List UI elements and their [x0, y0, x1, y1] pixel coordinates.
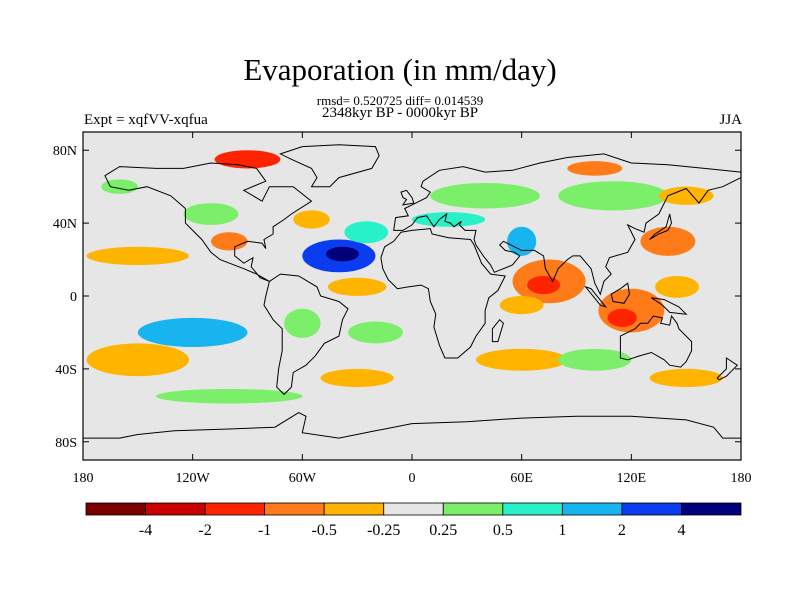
coastline-japan	[649, 213, 673, 240]
anomaly-region-6	[527, 275, 561, 295]
anomaly-region-28	[320, 368, 394, 388]
anomaly-region-19	[214, 150, 281, 169]
anomaly-region-23	[183, 203, 239, 225]
coastline-eurasia	[393, 153, 741, 296]
anomaly-region-27	[348, 321, 403, 344]
colorbar-swatch-5	[383, 502, 444, 516]
colorbar-swatch-10	[681, 502, 742, 516]
anomaly-region-12	[86, 246, 190, 266]
anomaly-region-2	[344, 221, 389, 244]
chart-title: Evaporation (in mm/day)	[243, 52, 557, 87]
anomaly-region-18	[558, 348, 632, 371]
y-tick-label: 80N	[53, 144, 77, 159]
anomaly-region-8	[598, 288, 665, 333]
x-tick-label: 120W	[176, 471, 211, 486]
anomaly-region-4	[327, 277, 387, 296]
anomaly-region-17	[649, 368, 723, 388]
period-line: 2348kyr BP - 0000kyr BP	[321, 105, 479, 121]
stats-line: rmsd= 0.520725 diff= 0.014539	[316, 93, 484, 108]
colorbar-label: -2	[198, 522, 211, 539]
y-tick-label: 40N	[53, 217, 77, 232]
anomaly-region-24	[210, 232, 248, 251]
colorbar-label: 1	[558, 522, 566, 539]
anomaly-region-13	[137, 317, 248, 348]
coastline-south-america	[263, 273, 349, 396]
coastline-africa	[380, 228, 506, 359]
anomaly-region-3	[293, 210, 330, 229]
colorbar-label: -0.5	[312, 522, 337, 539]
x-tick-label: 60W	[289, 471, 317, 486]
colorbar-label: 4	[677, 522, 685, 539]
colorbar-label: 2	[618, 522, 626, 539]
anomaly-region-20	[507, 226, 537, 256]
coastline-sumatra	[584, 285, 608, 308]
anomaly-region-10	[640, 226, 696, 256]
coastlines	[83, 144, 741, 439]
coastline-greenland	[279, 144, 380, 188]
colorbar-swatch-9	[621, 502, 682, 516]
colorbar: -4 -2 -1 -0.5 -0.25 0.25 0.5 1 2 4	[85, 502, 742, 539]
colorbar-swatch-3	[264, 502, 325, 516]
colorbar-label: 0.25	[429, 522, 457, 539]
experiment-label: Expt = xqfVV-xqfua	[84, 112, 208, 128]
coastline-madagascar	[491, 318, 504, 343]
coastline-great-britain	[400, 189, 415, 206]
anomaly-region-25	[101, 179, 138, 194]
colorbar-label: -0.25	[367, 522, 400, 539]
x-tick-label: 60E	[510, 471, 533, 486]
anomaly-region-26	[412, 212, 486, 227]
colorbar-swatch-4	[323, 502, 385, 516]
anomaly-region-9	[607, 308, 637, 327]
y-tick-label: 40S	[55, 363, 77, 378]
x-tick-label: 180	[731, 471, 752, 486]
x-tick-label: 120E	[617, 471, 647, 486]
x-tick-label: 180	[73, 471, 94, 486]
map-plot-area	[83, 132, 741, 460]
colorbar-swatch-2	[204, 502, 266, 516]
y-tick-label: 0	[70, 290, 77, 305]
anomaly-region-15	[156, 388, 303, 404]
colorbar-swatch-1	[145, 502, 206, 516]
coastline-north-america	[104, 162, 313, 282]
colorbar-swatch-0	[85, 502, 146, 516]
axes: 80N 40N 0 40S 80S 180 120W 60W 0 60E 120E 180	[53, 132, 752, 486]
anomaly-region-16	[475, 348, 568, 371]
coastline-australia	[619, 314, 693, 368]
x-tick-label: 0	[409, 471, 416, 486]
anomaly-region-1	[326, 246, 359, 262]
colorbar-swatch-7	[502, 502, 563, 516]
colorbar-swatch-6	[442, 502, 504, 516]
coastline-new-zealand	[716, 357, 739, 381]
anomaly-region-31	[658, 186, 714, 205]
anomaly-region-14	[86, 343, 190, 377]
anomaly-region-21	[430, 183, 540, 209]
colorbar-label: -1	[258, 522, 271, 539]
colorbar-label: -4	[139, 522, 152, 539]
anomaly-region-11	[655, 275, 699, 298]
y-tick-label: 80S	[55, 436, 77, 451]
coastline-antarctica	[83, 412, 741, 439]
season-label: JJA	[719, 112, 742, 128]
anomaly-region-7	[499, 296, 544, 315]
colorbar-label: 0.5	[493, 522, 513, 539]
coastline-new-guinea	[651, 297, 688, 315]
anomaly-region-29	[284, 308, 321, 338]
anomaly-region-22	[558, 181, 668, 211]
colorbar-swatch-8	[561, 502, 623, 516]
coastline-borneo	[610, 282, 631, 304]
anomaly-region-30	[567, 161, 623, 176]
